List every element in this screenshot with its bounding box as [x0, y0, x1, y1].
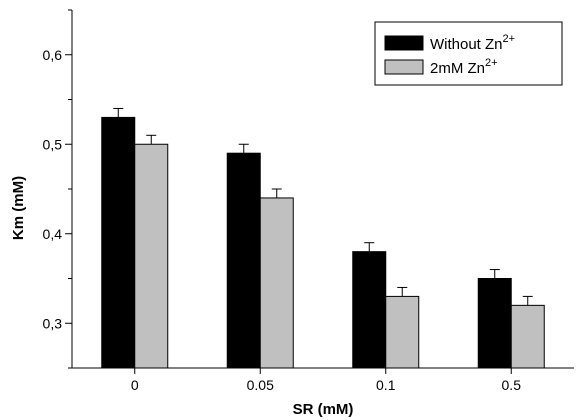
legend-swatch-series-1 — [384, 35, 424, 51]
axes: 0 0.05 0.1 0.5 0,3 0,4 0,5 0,6 — [43, 9, 574, 393]
plot-area — [101, 107, 545, 369]
bar-series-2-0.05 — [259, 197, 294, 369]
bar-series-1-0.05 — [226, 152, 261, 369]
legend-label-series-2-text: 2mM Zn — [430, 60, 485, 77]
x-tick-label-0: 0 — [131, 377, 139, 393]
bar-series-1-0.1 — [352, 251, 387, 369]
legend-label-series-1-sup: 2+ — [503, 33, 516, 45]
legend-label-series-2: 2mM Zn2+ — [430, 57, 498, 77]
y-tick-label-2: 0,5 — [43, 136, 63, 152]
y-tick-label-0: 0,3 — [43, 315, 63, 331]
y-axis-title: Km (mM) — [10, 176, 27, 240]
legend-swatch-series-2 — [384, 59, 424, 75]
bar-series-1-0.5 — [477, 278, 512, 369]
bar-series-1-0 — [101, 116, 136, 369]
bar-series-2-0 — [134, 143, 169, 369]
x-tick-label-0.1: 0.1 — [376, 377, 396, 393]
legend-label-series-1: Without Zn2+ — [430, 33, 515, 53]
bar-series-2-0.1 — [385, 295, 420, 369]
x-tick-label-0.5: 0.5 — [502, 377, 522, 393]
y-tick-label-1: 0,4 — [43, 226, 63, 242]
bar-series-2-0.5 — [510, 304, 545, 369]
legend-label-series-2-sup: 2+ — [485, 57, 498, 69]
x-axis-title: SR (mM) — [293, 401, 354, 418]
legend-label-series-1-text: Without Zn — [430, 36, 503, 53]
x-tick-label-0.05: 0.05 — [247, 377, 274, 393]
y-tick-label-3: 0,6 — [43, 47, 63, 63]
legend: Without Zn2+ 2mM Zn2+ — [374, 21, 563, 86]
